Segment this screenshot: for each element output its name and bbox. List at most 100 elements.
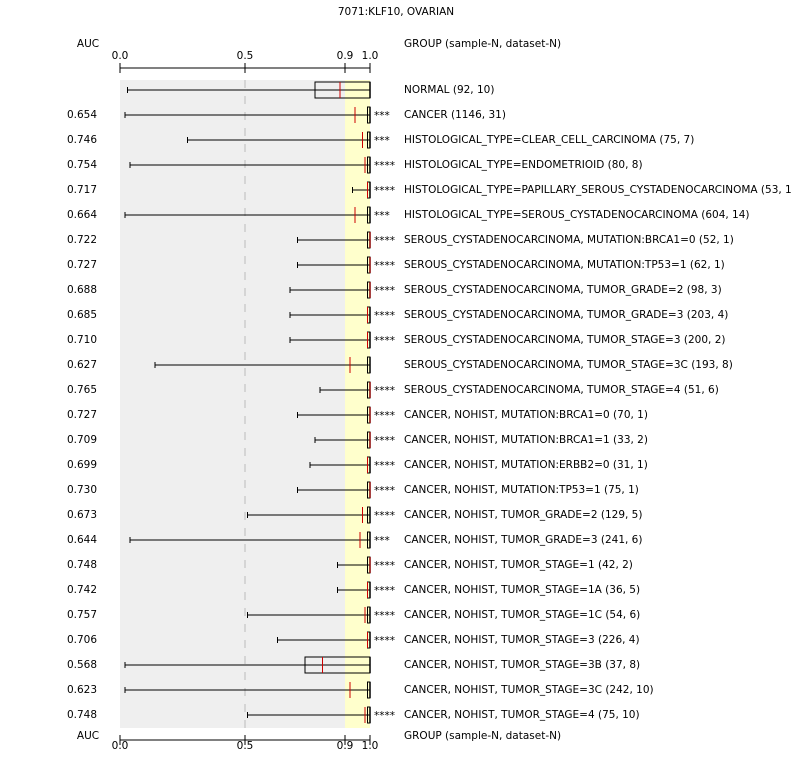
group-label: HISTOLOGICAL_TYPE=SEROUS_CYSTADENOCARCIN… [404,209,750,221]
group-label: HISTOLOGICAL_TYPE=ENDOMETRIOID (80, 8) [404,159,643,171]
box [367,206,371,224]
auc-label: 0.727 [67,409,97,421]
auc-label: 0.748 [67,709,97,721]
background [120,80,345,728]
group-label: CANCER, NOHIST, MUTATION:ERBB2=0 (31, 1) [404,459,648,471]
x-tick-label: 1.0 [362,50,379,62]
group-header: GROUP (sample-N, dataset-N) [404,730,561,742]
chart-title: 7071:KLF10, OVARIAN [338,6,454,18]
group-label: HISTOLOGICAL_TYPE=CLEAR_CELL_CARCINOMA (… [404,134,694,146]
x-tick-label: 0.5 [237,740,254,752]
group-label: CANCER (1146, 31) [404,109,506,121]
box [304,656,371,674]
auc-label: 0.757 [67,609,97,621]
significance: **** [374,185,395,197]
significance: **** [374,560,395,572]
group-label: CANCER, NOHIST, TUMOR_STAGE=3B (37, 8) [404,659,640,671]
significance: *** [374,135,390,147]
group-label: CANCER, NOHIST, TUMOR_STAGE=1 (42, 2) [404,559,633,571]
significance: **** [374,635,395,647]
box [367,356,371,374]
auc-label: 0.627 [67,359,97,371]
auc-label: 0.717 [67,184,97,196]
auc-label: 0.746 [67,134,97,146]
group-label: CANCER, NOHIST, TUMOR_GRADE=2 (129, 5) [404,509,642,521]
significance: **** [374,310,395,322]
x-tick-label: 0.0 [112,50,129,62]
group-label: SEROUS_CYSTADENOCARCINOMA, TUMOR_STAGE=4… [404,384,719,396]
box [367,106,371,124]
box [367,606,371,624]
auc-label: 0.654 [67,109,97,121]
significance: *** [374,535,390,547]
x-tick-label: 0.9 [337,50,354,62]
group-label: CANCER, NOHIST, TUMOR_GRADE=3 (241, 6) [404,534,642,546]
auc-label: 0.748 [67,559,97,571]
group-label: CANCER, NOHIST, MUTATION:BRCA1=0 (70, 1) [404,409,648,421]
significance: **** [374,235,395,247]
group-label: CANCER, NOHIST, MUTATION:TP53=1 (75, 1) [404,484,639,496]
auc-label: 0.623 [67,684,97,696]
auc-label: 0.706 [67,634,97,646]
auc-label: 0.754 [67,159,97,171]
significance: **** [374,710,395,722]
group-label: CANCER, NOHIST, TUMOR_STAGE=1A (36, 5) [404,584,640,596]
highlight-band [345,80,370,728]
auc-label: 0.699 [67,459,97,471]
group-label: SEROUS_CYSTADENOCARCINOMA, TUMOR_GRADE=3… [404,309,728,321]
auc-label: 0.688 [67,284,97,296]
x-tick-label: 0.5 [237,50,254,62]
group-label: SEROUS_CYSTADENOCARCINOMA, MUTATION:TP53… [404,259,725,271]
group-label: SEROUS_CYSTADENOCARCINOMA, TUMOR_STAGE=3… [404,334,725,346]
box [314,81,371,99]
auc-label: 0.673 [67,509,97,521]
group-label: SEROUS_CYSTADENOCARCINOMA, TUMOR_GRADE=2… [404,284,722,296]
x-tick-label: 0.9 [337,740,354,752]
group-label: HISTOLOGICAL_TYPE=PAPILLARY_SEROUS_CYSTA… [404,184,792,196]
significance: *** [374,110,390,122]
auc-label: 0.710 [67,334,97,346]
auc-label: 0.644 [67,534,97,546]
value-header: AUC [77,38,99,50]
significance: **** [374,485,395,497]
box [367,156,371,174]
auc-label: 0.727 [67,259,97,271]
box [367,531,371,549]
group-label: SEROUS_CYSTADENOCARCINOMA, MUTATION:BRCA… [404,234,734,246]
significance: **** [374,160,395,172]
auc-label: 0.722 [67,234,97,246]
auc-label: 0.568 [67,659,97,671]
significance: **** [374,510,395,522]
box [367,506,371,524]
group-label: CANCER, NOHIST, TUMOR_STAGE=3 (226, 4) [404,634,640,646]
box [367,706,371,724]
significance: **** [374,285,395,297]
significance: **** [374,610,395,622]
box [367,131,371,149]
significance: **** [374,385,395,397]
group-label: CANCER, NOHIST, TUMOR_STAGE=1C (54, 6) [404,609,640,621]
group-label: NORMAL (92, 10) [404,84,494,96]
group-label: CANCER, NOHIST, TUMOR_STAGE=3C (242, 10) [404,684,654,696]
auc-label: 0.685 [67,309,97,321]
box [367,681,371,699]
auc-label: 0.730 [67,484,97,496]
auc-label: 0.742 [67,584,97,596]
auc-label: 0.664 [67,209,97,221]
group-header: GROUP (sample-N, dataset-N) [404,38,561,50]
significance: **** [374,260,395,272]
significance: **** [374,585,395,597]
group-label: SEROUS_CYSTADENOCARCINOMA, TUMOR_STAGE=3… [404,359,733,371]
significance: **** [374,335,395,347]
group-label: CANCER, NOHIST, MUTATION:BRCA1=1 (33, 2) [404,434,648,446]
auc-label: 0.709 [67,434,97,446]
x-tick-label: 0.0 [112,740,129,752]
value-header: AUC [77,730,99,742]
significance: *** [374,210,390,222]
group-label: CANCER, NOHIST, TUMOR_STAGE=4 (75, 10) [404,709,640,721]
significance: **** [374,410,395,422]
significance: **** [374,460,395,472]
auc-label: 0.765 [67,384,97,396]
